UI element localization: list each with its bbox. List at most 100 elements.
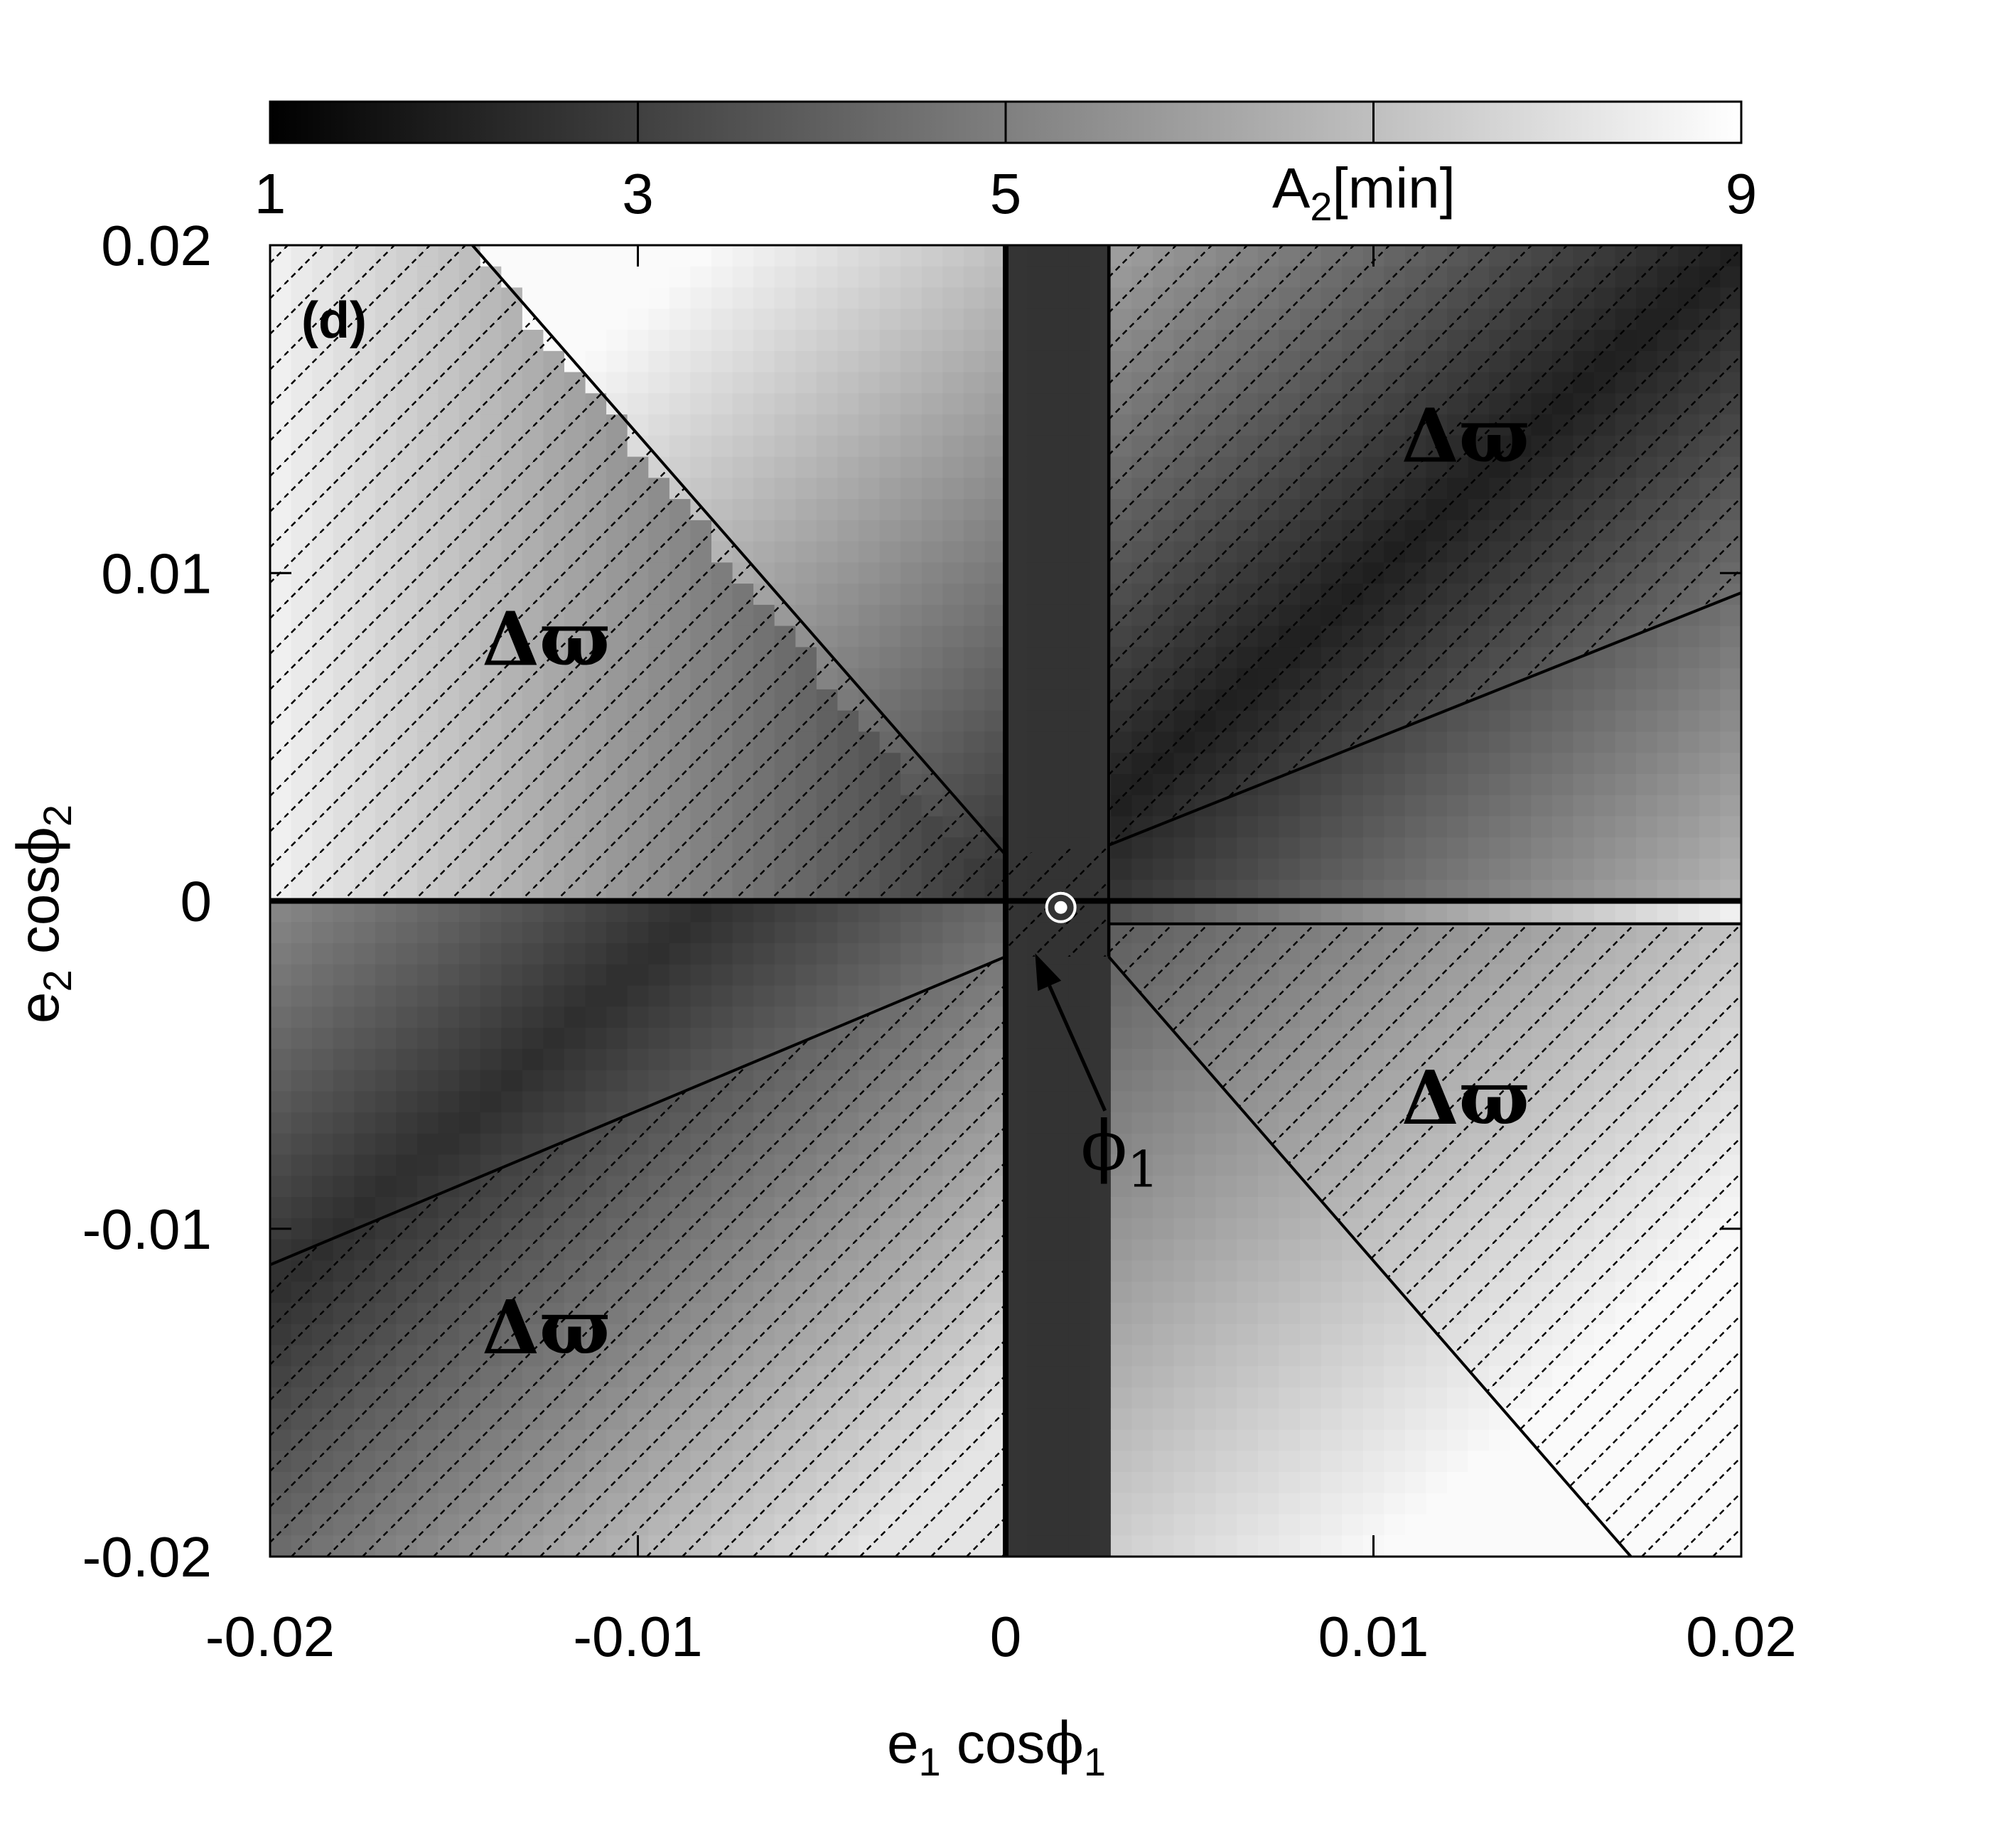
heatmap-cell <box>1342 1493 1364 1515</box>
heatmap-cell <box>1131 1091 1153 1114</box>
heatmap-cell <box>522 1048 544 1071</box>
heatmap-cell <box>774 372 797 394</box>
heatmap-cell <box>333 1112 355 1134</box>
heatmap-cell <box>1153 1408 1175 1431</box>
heatmap-cell <box>1153 1366 1175 1388</box>
heatmap-cell <box>1068 456 1091 479</box>
heatmap-cell <box>396 1091 418 1114</box>
heatmap-cell <box>1657 816 1679 839</box>
heatmap-cell <box>984 478 1006 500</box>
heatmap-cell <box>585 308 608 331</box>
heatmap-cell <box>669 330 692 352</box>
heatmap-cell <box>1173 1302 1196 1325</box>
heatmap-cell <box>648 414 670 436</box>
heatmap-cell <box>900 710 923 733</box>
heatmap-cell <box>1279 1260 1301 1283</box>
heatmap-cell <box>879 584 902 606</box>
heatmap-cell <box>1678 731 1700 754</box>
heatmap-cell <box>1678 625 1700 648</box>
heatmap-cell <box>1321 1408 1343 1431</box>
heatmap-cell <box>1384 879 1406 902</box>
heatmap-cell <box>1573 774 1595 796</box>
heatmap-cell <box>984 308 1006 331</box>
heatmap-cell <box>291 1048 313 1071</box>
heatmap-cell <box>753 266 775 289</box>
heatmap-cell <box>1510 731 1532 754</box>
heatmap-cell <box>1300 1387 1322 1409</box>
heatmap-cell <box>1173 1514 1196 1537</box>
heatmap-cell <box>1110 1133 1133 1156</box>
heatmap-cell <box>1426 816 1448 839</box>
heatmap-cell <box>1573 1514 1595 1537</box>
heatmap-cell <box>774 266 797 289</box>
heatmap-cell <box>606 1006 628 1029</box>
heatmap-cell <box>270 1028 292 1050</box>
heatmap-cell <box>711 901 733 923</box>
heatmap-cell <box>900 393 923 416</box>
heatmap-cell <box>522 964 544 987</box>
heatmap-cell <box>963 668 986 690</box>
heatmap-cell <box>1215 901 1238 923</box>
heatmap-cell <box>438 1006 461 1029</box>
heatmap-cell <box>1026 1302 1049 1325</box>
heatmap-cell <box>900 266 923 289</box>
heatmap-cell <box>1026 308 1049 331</box>
heatmap-cell <box>1636 901 1658 923</box>
heatmap-cell <box>1048 795 1070 817</box>
heatmap-cell <box>1026 1239 1049 1262</box>
heatmap-cell <box>795 350 817 373</box>
heatmap-cell <box>669 1006 692 1029</box>
heatmap-cell <box>1068 1282 1091 1304</box>
heatmap-cell <box>417 1154 439 1177</box>
heatmap-cell <box>1153 1070 1175 1092</box>
heatmap-cell <box>1404 816 1427 839</box>
heatmap-cell <box>1678 668 1700 690</box>
heatmap-cell <box>417 964 439 987</box>
heatmap-cell <box>1173 1282 1196 1304</box>
heatmap-cell <box>1404 1472 1427 1494</box>
heatmap-cell <box>774 922 797 945</box>
heatmap-cell <box>900 330 923 352</box>
heatmap-cell <box>1006 1472 1028 1494</box>
heatmap-cell <box>732 1006 755 1029</box>
heatmap-cell <box>1173 901 1196 923</box>
heatmap-cell <box>1510 859 1532 881</box>
heatmap-cell <box>1048 1218 1070 1240</box>
heatmap-cell <box>1615 668 1637 690</box>
heatmap-cell <box>1257 1197 1280 1219</box>
heatmap-cell <box>312 1176 334 1198</box>
heatmap-cell <box>1215 837 1238 859</box>
heatmap-cell <box>1131 1429 1153 1452</box>
heatmap-cell <box>1131 1133 1153 1156</box>
heatmap-cell <box>690 350 712 373</box>
heatmap-cell <box>459 922 481 945</box>
heatmap-cell <box>1468 1535 1490 1557</box>
heatmap-cell <box>1573 901 1595 923</box>
heatmap-cell <box>879 330 902 352</box>
heatmap-cell <box>942 330 964 352</box>
heatmap-cell <box>1131 1176 1153 1198</box>
heatmap-cell <box>1237 859 1259 881</box>
heatmap-cell <box>879 499 902 521</box>
heatmap-cell <box>1279 1218 1301 1240</box>
heatmap-cell <box>1006 1028 1028 1050</box>
heatmap-cell <box>1384 1472 1406 1494</box>
heatmap-cell <box>1026 1387 1049 1409</box>
heatmap-cell <box>1510 1493 1532 1515</box>
heatmap-cell <box>1573 795 1595 817</box>
heatmap-cell <box>1362 1451 1385 1473</box>
heatmap-cell <box>879 414 902 436</box>
heatmap-cell <box>859 668 881 690</box>
heatmap-cell <box>1068 1302 1091 1325</box>
heatmap-cell <box>900 287 923 310</box>
heatmap-cell <box>1195 1176 1217 1198</box>
heatmap-cell <box>921 964 944 987</box>
heatmap-cell <box>900 499 923 521</box>
heatmap-cell <box>1447 1472 1469 1494</box>
heatmap-cell <box>711 964 733 987</box>
heatmap-cell <box>942 541 964 564</box>
heatmap-cell <box>354 985 376 1008</box>
heatmap-cell <box>921 456 944 479</box>
heatmap-cell <box>270 1048 292 1071</box>
y-axis-title: e2 cosϕ2 <box>6 805 80 1024</box>
